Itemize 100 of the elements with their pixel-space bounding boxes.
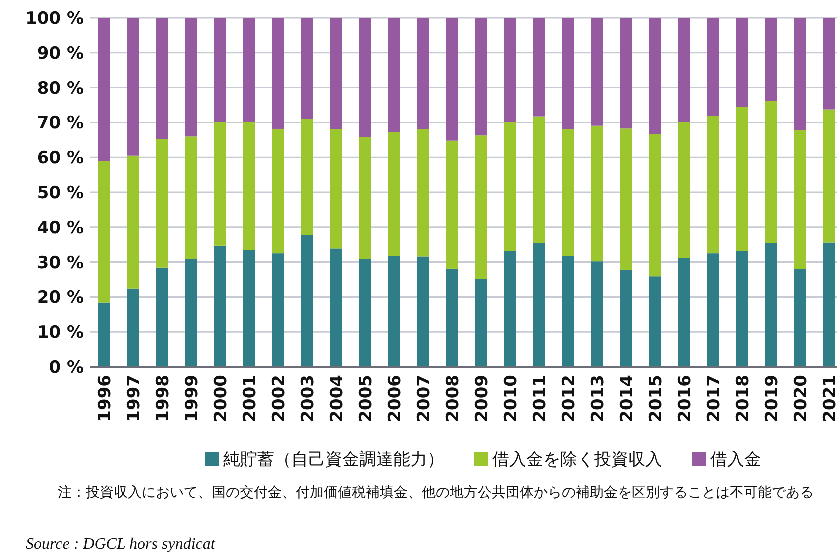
- legend-label: 借入金を除く投資収入: [492, 450, 662, 470]
- x-tick-label: 2001: [240, 375, 260, 422]
- text: 注：投資収入において、国の交付金、付加価値税補填金、他の地方公共団体からの補助金を区別することは不可能である: [58, 484, 815, 503]
- bar: [128, 18, 140, 156]
- bar: [766, 243, 778, 367]
- bar: [678, 122, 690, 258]
- bar: [620, 18, 632, 129]
- bar: [244, 18, 256, 122]
- bar: [186, 136, 198, 260]
- bar: [360, 18, 372, 138]
- bar: [302, 119, 314, 236]
- bar: [302, 18, 314, 120]
- bar: [388, 256, 400, 367]
- bar: [794, 269, 806, 367]
- y-tick-label: 20 %: [37, 288, 84, 308]
- y-tick-label: 70 %: [37, 114, 84, 134]
- bar: [766, 18, 778, 102]
- bar: [620, 270, 632, 367]
- bar: [592, 126, 604, 262]
- bar: [156, 139, 168, 268]
- bar: [504, 18, 516, 122]
- bar: [678, 18, 690, 122]
- bar: [244, 250, 256, 367]
- bar: [620, 128, 632, 270]
- bar: [504, 251, 516, 367]
- x-tick-label: 1996: [96, 375, 116, 422]
- y-tick-label: 60 %: [37, 148, 84, 169]
- bar: [360, 259, 372, 367]
- bar: [98, 18, 110, 162]
- bar: [186, 259, 198, 367]
- bar: [678, 258, 690, 367]
- bar: [214, 18, 226, 122]
- legend-label: 借入金: [710, 450, 762, 470]
- legend-label: 純貯蓄（自己資金調達能力）: [224, 450, 444, 470]
- bar: [128, 288, 140, 367]
- bar: [446, 140, 458, 269]
- bar: [302, 235, 314, 367]
- y-tick-label: 40 %: [37, 218, 84, 238]
- x-tick-label: 2018: [734, 375, 754, 422]
- x-tick-label: 2004: [328, 374, 348, 422]
- x-tick-label: 2003: [298, 375, 318, 422]
- bar: [98, 161, 110, 303]
- x-tick-label: 2013: [588, 375, 608, 422]
- bar: [562, 256, 574, 367]
- bar: [650, 18, 662, 134]
- bar: [708, 254, 720, 367]
- bar: [214, 122, 226, 246]
- x-tick-label: 2007: [414, 375, 434, 422]
- y-tick-label: 50 %: [37, 184, 84, 204]
- x-tick-label: 2002: [270, 375, 290, 422]
- bar: [476, 279, 488, 367]
- x-tick-label: 2000: [212, 374, 232, 422]
- x-tick-label: 2014: [618, 374, 638, 422]
- bar: [418, 256, 430, 367]
- bar: [446, 268, 458, 367]
- x-tick-label: 2012: [560, 375, 580, 422]
- bar: [156, 18, 168, 140]
- bar: [794, 130, 806, 270]
- bar: [360, 137, 372, 260]
- bar: [534, 243, 546, 367]
- x-tick-label: 2005: [356, 375, 376, 422]
- bar: [272, 254, 284, 367]
- x-tick-label: 1998: [154, 375, 174, 422]
- bar: [534, 116, 546, 244]
- x-tick-label: 2017: [704, 375, 724, 422]
- y-tick-label: 0 %: [49, 358, 84, 378]
- bar: [824, 242, 836, 367]
- source-note: Source : DGCL hors syndicat: [26, 536, 216, 554]
- bar: [562, 129, 574, 256]
- bar: [388, 18, 400, 132]
- bar: [650, 134, 662, 277]
- bar: [476, 18, 488, 136]
- y-tick-label: 90 %: [37, 44, 84, 64]
- x-tick-label: 2006: [386, 375, 406, 422]
- y-tick-label: 80 %: [37, 78, 84, 99]
- bar: [504, 122, 516, 252]
- bar: [330, 248, 342, 367]
- x-tick-label: 1997: [124, 375, 144, 422]
- bar: [418, 18, 430, 130]
- y-tick-label: 100 %: [26, 9, 84, 29]
- bar: [562, 18, 574, 130]
- bar: [736, 18, 748, 108]
- bar: [388, 132, 400, 256]
- y-tick-label: 10 %: [37, 323, 84, 344]
- bar: [766, 101, 778, 244]
- x-tick-label: 2021: [820, 375, 837, 422]
- bar: [446, 18, 458, 141]
- bar: [330, 129, 342, 249]
- bar: [794, 18, 806, 130]
- bar: [824, 18, 836, 110]
- bar: [156, 268, 168, 367]
- x-tick-label: 2010: [502, 374, 522, 422]
- bar: [592, 262, 604, 367]
- x-tick-label: 1999: [182, 375, 202, 422]
- bar: [708, 116, 720, 254]
- bar: [824, 110, 836, 243]
- bar: [330, 18, 342, 130]
- y-tick-label: 30 %: [37, 253, 84, 274]
- bar: [736, 251, 748, 367]
- bar: [186, 18, 198, 137]
